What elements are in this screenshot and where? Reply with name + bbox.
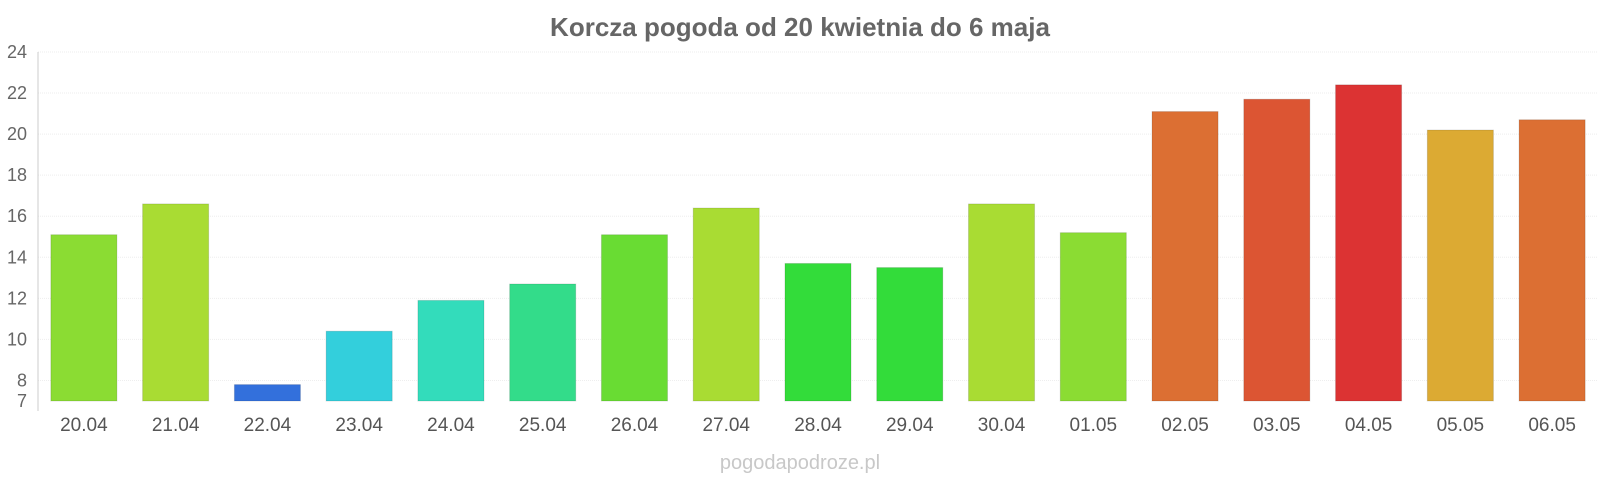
bar-26.04[interactable] bbox=[600, 234, 669, 402]
y-tick-label: 10 bbox=[7, 329, 27, 349]
bar-25.04[interactable] bbox=[509, 283, 577, 402]
x-tick-label: 02.05 bbox=[1161, 415, 1209, 436]
bar-02.05[interactable] bbox=[1151, 111, 1219, 402]
x-tick-label: 23.04 bbox=[335, 415, 383, 436]
x-tick-label: 21.04 bbox=[152, 415, 200, 436]
y-tick-label: 8 bbox=[17, 370, 27, 390]
y-tick-label: 7 bbox=[17, 391, 27, 411]
x-tick-label: 06.05 bbox=[1528, 415, 1576, 436]
y-tick-label: 22 bbox=[7, 83, 27, 103]
x-tick-label: 29.04 bbox=[886, 415, 934, 436]
bars bbox=[50, 84, 1586, 402]
y-tick-label: 18 bbox=[7, 165, 27, 185]
x-tick-label: 03.05 bbox=[1253, 415, 1301, 436]
x-tick-label: 30.04 bbox=[978, 415, 1026, 436]
bar-06.05[interactable] bbox=[1518, 119, 1586, 402]
x-tick-label: 04.05 bbox=[1345, 415, 1393, 436]
chart-title: Korcza pogoda od 20 kwietnia do 6 maja bbox=[550, 12, 1050, 42]
source-credit[interactable]: pogodapodroze.pl bbox=[720, 452, 880, 474]
bar-03.05[interactable] bbox=[1243, 98, 1311, 402]
x-tick-label: 01.05 bbox=[1070, 415, 1118, 436]
bar-20.04[interactable] bbox=[50, 234, 118, 402]
x-tick-label: 20.04 bbox=[60, 415, 108, 436]
y-tick-label: 20 bbox=[7, 124, 27, 144]
bar-29.04[interactable] bbox=[876, 267, 944, 402]
x-tick-label: 28.04 bbox=[794, 415, 842, 436]
bar-24.04[interactable] bbox=[417, 299, 485, 402]
bar-30.04[interactable] bbox=[967, 203, 1036, 402]
x-tick-label: 05.05 bbox=[1437, 415, 1485, 436]
bar-23.04[interactable] bbox=[325, 330, 393, 402]
y-axis: 78 10 12 14 16 18 20 22 24 bbox=[7, 42, 39, 411]
bar-21.04[interactable] bbox=[142, 203, 210, 402]
bar-28.04[interactable] bbox=[784, 262, 852, 402]
x-tick-label: 27.04 bbox=[702, 415, 750, 436]
y-tick-label: 12 bbox=[7, 288, 27, 308]
bar-04.05[interactable] bbox=[1335, 84, 1403, 402]
x-tick-label: 24.04 bbox=[427, 415, 475, 436]
grid bbox=[38, 51, 1598, 381]
y-tick-label: 24 bbox=[7, 42, 27, 62]
x-tick-label: 22.04 bbox=[244, 415, 292, 436]
x-axis: 20.04 21.04 22.04 23.04 24.04 25.04 26.04 27.04… bbox=[60, 415, 1576, 436]
bar-01.05[interactable] bbox=[1059, 232, 1127, 402]
y-tick-label: 14 bbox=[7, 247, 27, 267]
bar-27.04[interactable] bbox=[692, 207, 760, 402]
bar-05.05[interactable] bbox=[1426, 129, 1494, 402]
bar-22.04[interactable] bbox=[233, 384, 301, 402]
y-tick-label: 16 bbox=[7, 206, 27, 226]
x-tick-label: 25.04 bbox=[519, 415, 567, 436]
x-tick-label: 26.04 bbox=[611, 415, 659, 436]
